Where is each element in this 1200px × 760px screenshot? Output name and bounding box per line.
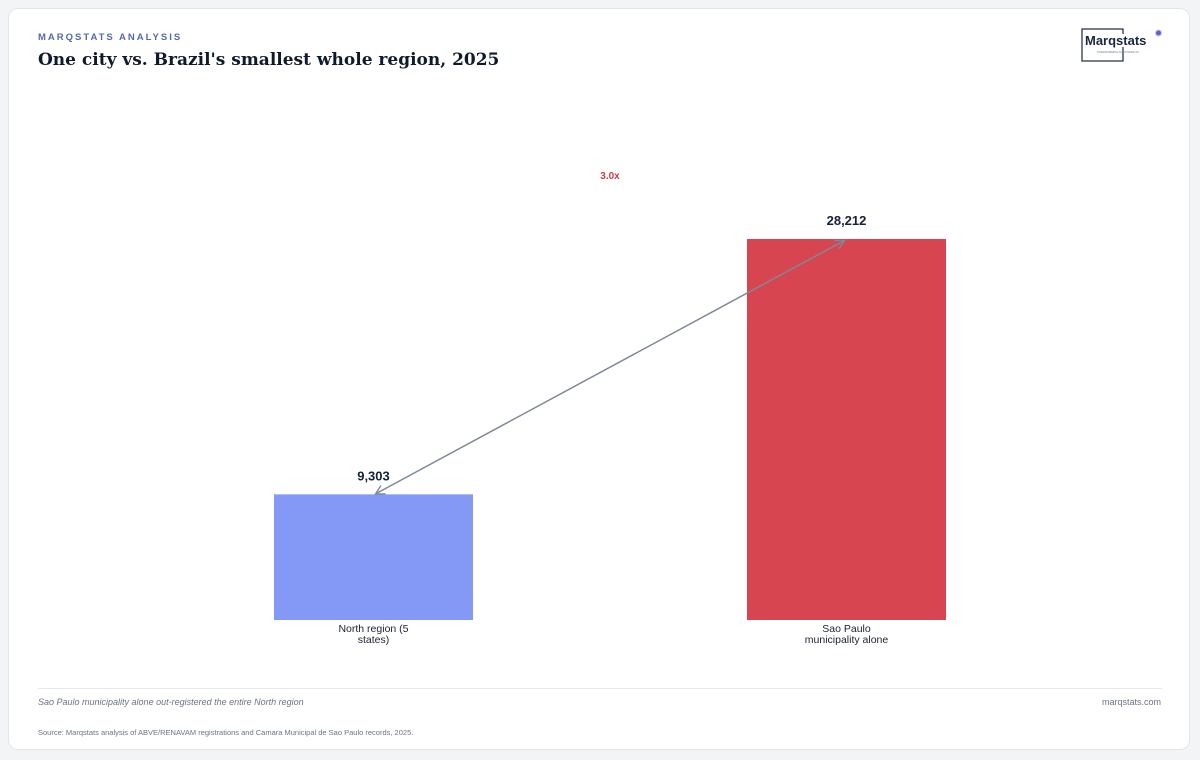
category-label-line: North region (5	[338, 623, 409, 635]
category-label-line: Sao Paulo	[822, 623, 871, 635]
category-label-line: municipality alone	[804, 634, 889, 646]
marqstats-logo: Marqstats TRANSFORMING AUTO INSIGHTS	[1081, 28, 1162, 62]
bar-value-label-1: 28,212	[827, 213, 867, 228]
bar-1	[747, 239, 946, 620]
logo-wordmark: Marqstats	[1085, 33, 1146, 48]
kicker-label: MARQSTATS ANALYSIS	[38, 32, 183, 43]
logo-dot-icon	[1155, 29, 1162, 37]
footer-divider	[38, 688, 1162, 689]
chart-title: One city vs. Brazil's smallest whole reg…	[38, 50, 500, 70]
ratio-annotation: 3.0x	[600, 171, 620, 182]
category-label-line: states)	[357, 634, 390, 646]
site-link[interactable]: marqstats.com	[1101, 697, 1161, 707]
source-note: Source: Marqstats analysis of ABVE/RENAV…	[38, 728, 414, 737]
ratio-arrow	[377, 241, 844, 493]
bar-value-label-0: 9,303	[357, 468, 390, 483]
bar-0	[274, 494, 473, 620]
logo-tagline: TRANSFORMING AUTO INSIGHTS	[1097, 50, 1139, 54]
category-label-1: Sao Paulo municipality alone	[747, 624, 947, 646]
category-label-0: North region (5 states)	[274, 624, 474, 646]
chart-caption: Sao Paulo municipality alone out-registe…	[38, 697, 304, 707]
